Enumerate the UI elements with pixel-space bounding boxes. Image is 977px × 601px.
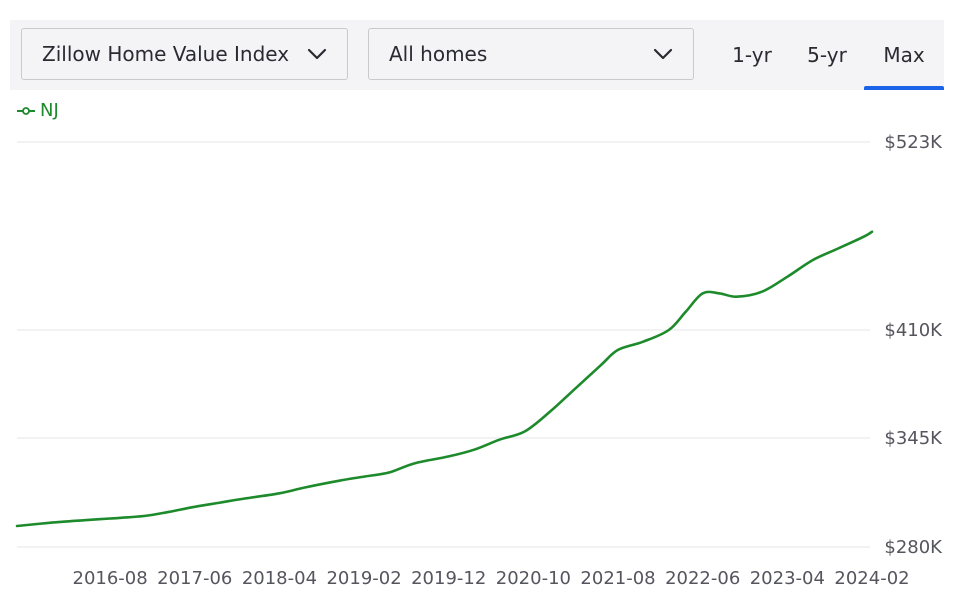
chevron-down-icon <box>653 48 673 60</box>
tab-5-yr[interactable]: 5-yr <box>800 20 854 90</box>
line-marker-icon <box>17 106 35 115</box>
home-type-dropdown-label: All homes <box>389 42 488 66</box>
x-tick-label: 2021-08 <box>580 568 655 589</box>
tab-max-label: Max <box>883 43 925 67</box>
x-tick-label: 2016-08 <box>73 568 148 589</box>
y-tick-label: $410K <box>884 320 943 341</box>
legend-label-nj: NJ <box>40 100 59 121</box>
x-tick-label: 2020-10 <box>496 568 571 589</box>
x-tick-label: 2018-04 <box>242 568 317 589</box>
tab-1-yr-label: 1-yr <box>732 43 772 67</box>
home-type-dropdown[interactable]: All homes <box>368 28 694 80</box>
y-tick-label: $280K <box>884 537 943 558</box>
x-tick-label: 2019-12 <box>411 568 486 589</box>
tab-max[interactable]: Max <box>864 20 944 90</box>
series-line-nj <box>15 230 874 528</box>
x-tick-label: 2022-06 <box>665 568 740 589</box>
chevron-down-icon <box>307 48 327 60</box>
y-tick-label: $523K <box>884 132 943 153</box>
x-tick-label: 2017-06 <box>157 568 232 589</box>
x-tick-label: 2019-02 <box>326 568 401 589</box>
selected-tab-indicator <box>864 86 944 90</box>
x-tick-label: 2024-02 <box>834 568 909 589</box>
metric-dropdown[interactable]: Zillow Home Value Index <box>21 28 348 80</box>
chart-legend: NJ <box>17 100 59 121</box>
x-tick-label: 2023-04 <box>750 568 825 589</box>
y-tick-label: $345K <box>884 428 943 449</box>
tab-5-yr-label: 5-yr <box>807 43 847 67</box>
metric-dropdown-label: Zillow Home Value Index <box>42 42 290 66</box>
chart-controls-bar: Zillow Home Value Index All homes 1-yr 5… <box>10 20 944 90</box>
tab-1-yr[interactable]: 1-yr <box>728 20 776 90</box>
